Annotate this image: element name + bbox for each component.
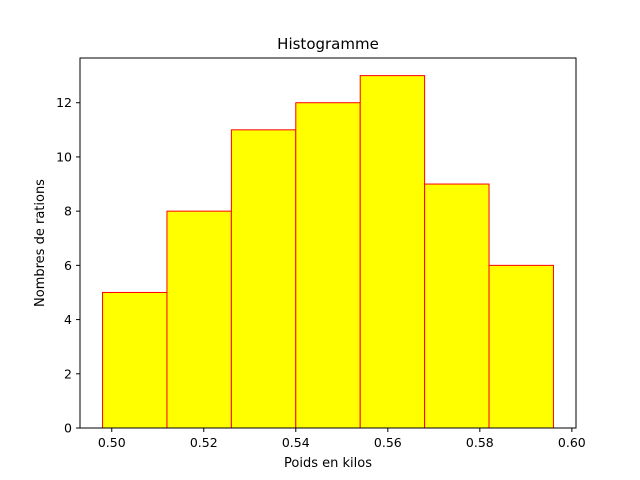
histogram-bar [295, 102, 361, 429]
x-tick-label: 0.58 [466, 435, 494, 450]
histogram-bar [359, 75, 426, 429]
x-tick-label: 0.54 [282, 435, 310, 450]
y-axis-ticks: 0 2 4 6 8 10 12 [56, 95, 80, 436]
plot-frame [79, 57, 577, 429]
x-axis-label: Poids en kilos [284, 456, 372, 471]
histogram-bar [102, 291, 168, 429]
y-tick-label: 4 [64, 312, 72, 327]
histogram-bar [230, 129, 297, 429]
x-tick-label: 0.60 [558, 435, 586, 450]
histogram-bar [166, 210, 232, 429]
y-tick-label: 10 [56, 149, 72, 164]
y-axis-label: Nombres de rations [33, 179, 48, 307]
y-tick-label: 6 [64, 258, 72, 273]
x-axis-ticks: 0.50 0.52 0.54 0.56 0.58 0.60 [98, 428, 586, 450]
histogram-bar [488, 264, 554, 429]
y-tick-label: 0 [64, 421, 72, 436]
x-tick-label: 0.52 [190, 435, 218, 450]
chart-title: Histogramme [277, 35, 379, 53]
histogram-bar [424, 183, 490, 429]
y-tick-label: 8 [64, 204, 72, 219]
x-tick-label: 0.50 [98, 435, 126, 450]
x-tick-label: 0.56 [374, 435, 402, 450]
y-tick-label: 2 [64, 366, 72, 381]
y-tick-label: 12 [56, 95, 72, 110]
bars-group [102, 75, 554, 429]
